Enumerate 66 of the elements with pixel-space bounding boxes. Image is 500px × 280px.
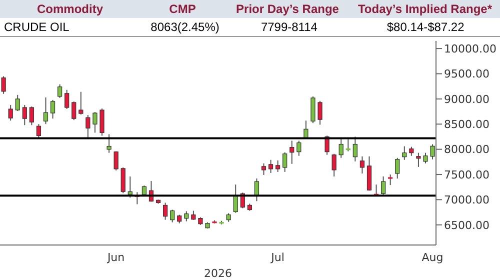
- candlestick: [43, 96, 48, 125]
- candlestick: [86, 114, 90, 139]
- candlestick: [338, 138, 344, 158]
- candlestick: [1, 76, 6, 94]
- candlestick: [352, 136, 358, 162]
- candlestick: [360, 156, 364, 174]
- candlestick: [50, 99, 56, 120]
- x-tick-label: Jun: [106, 250, 125, 264]
- candlestick: [78, 91, 84, 116]
- x-tick-label: Jul: [270, 250, 284, 264]
- candlestick: [114, 150, 118, 171]
- candlestick: [72, 100, 76, 121]
- y-tick-label: 10000.00: [444, 42, 496, 56]
- candlestick: [36, 124, 42, 140]
- candlestick: [233, 184, 238, 214]
- candlestick: [8, 104, 13, 122]
- candlestick: [332, 153, 336, 177]
- candlestick: [29, 106, 34, 126]
- text: CMP: [168, 2, 197, 16]
- x-axis-title: 2026: [204, 267, 232, 280]
- candlestick: [388, 174, 393, 186]
- text: Prior Day’s Range: [235, 2, 340, 16]
- candlestick: [409, 146, 414, 156]
- x-tick-label: Aug: [422, 250, 444, 264]
- y-tick-label: 9000.00: [444, 92, 490, 106]
- candlestick: [346, 138, 350, 152]
- candlestick: [416, 152, 421, 168]
- text: Commodity: [36, 2, 104, 16]
- candlestick: [324, 135, 330, 156]
- candlestick: [162, 202, 168, 220]
- candlestick: [120, 166, 126, 194]
- candlestick: [380, 176, 386, 196]
- candlestick: [261, 162, 266, 176]
- candlestick: [276, 160, 280, 172]
- text: 7799-8114: [260, 20, 318, 34]
- candlestick: [423, 152, 428, 164]
- candlestick: [58, 84, 62, 98]
- candlestick: [184, 210, 189, 222]
- y-tick-label: 6500.00: [444, 218, 490, 232]
- candlestick: [296, 140, 302, 156]
- candlestick: [170, 209, 175, 223]
- candlestick: [100, 108, 104, 136]
- candlestick: [268, 159, 274, 174]
- y-tick-label: 7500.00: [444, 168, 490, 182]
- text: 8063(2.45%): [150, 20, 220, 34]
- y-tick-label: 8000.00: [444, 143, 490, 156]
- y-tick-label: 8500.00: [444, 118, 490, 132]
- text: CRUDE OIL: [3, 20, 70, 34]
- candlestick: [254, 178, 260, 202]
- candlestick: [22, 104, 27, 126]
- y-tick-label: 9500.00: [444, 68, 490, 81]
- y-tick-label: 7000.00: [444, 194, 490, 207]
- candlestick: [318, 100, 322, 126]
- candlestick: [395, 157, 400, 180]
- candlestick: [191, 210, 196, 220]
- text: Today’s Implied Range*: [356, 2, 494, 16]
- candlestick: [106, 134, 112, 154]
- candlestick: [92, 112, 98, 134]
- candlestick: [64, 89, 70, 110]
- candlestick: [310, 96, 316, 124]
- candlestick: [290, 140, 294, 164]
- candlestick: [430, 144, 435, 160]
- candlestick: [402, 146, 407, 160]
- candlestick: [282, 152, 288, 172]
- text: $80.14-$87.22: [386, 20, 466, 34]
- candlestick: [15, 94, 20, 112]
